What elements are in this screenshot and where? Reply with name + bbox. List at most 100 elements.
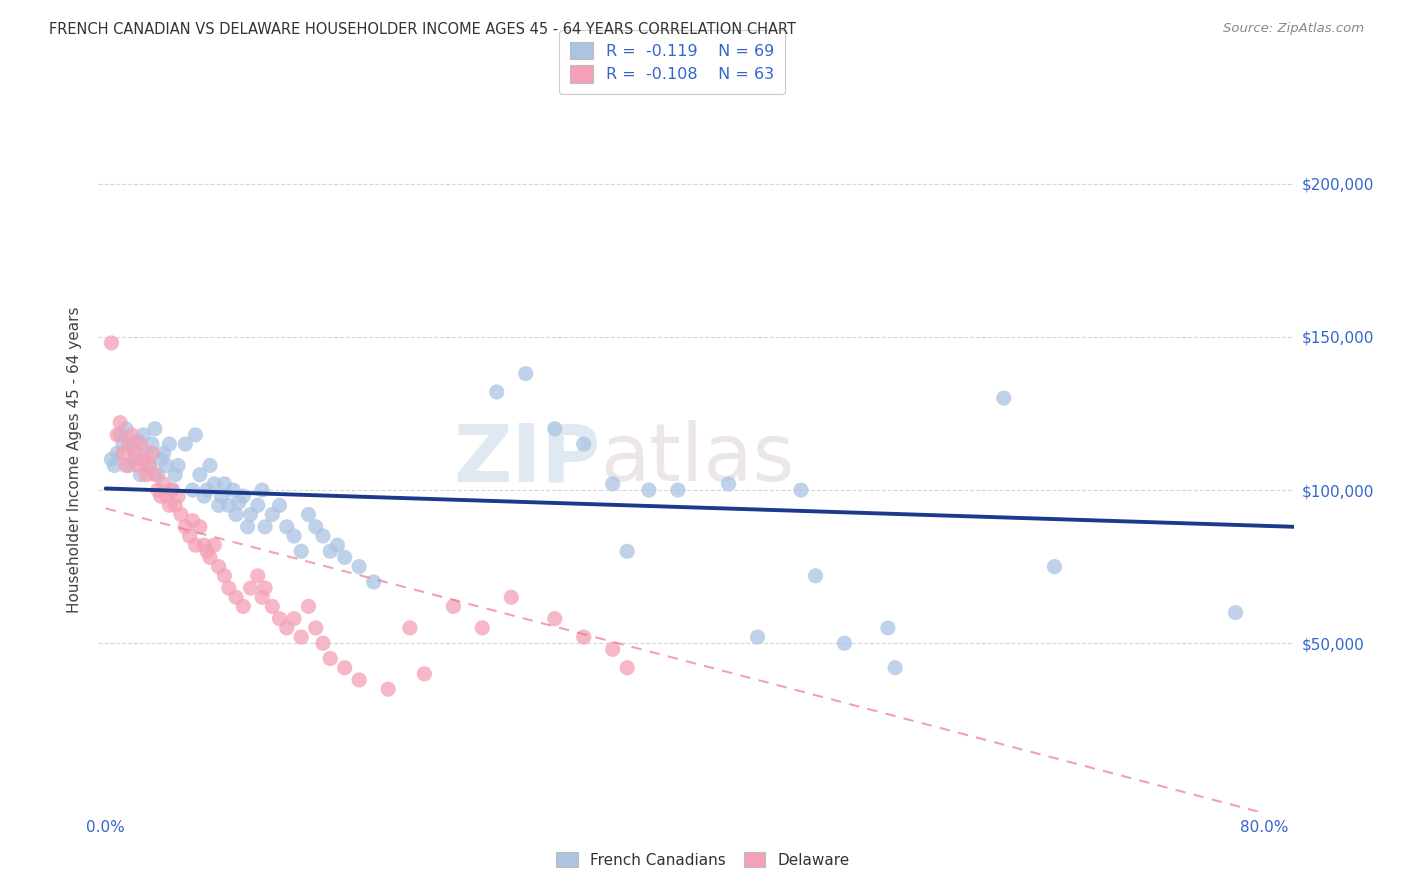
Point (124, 452, 146, 467)
Point (312, 636, 335, 650)
Point (174, 520, 197, 534)
Point (149, 452, 172, 467)
Point (305, 520, 328, 534)
Point (121, 440, 143, 454)
Point (222, 483, 245, 497)
Point (115, 422, 138, 436)
Point (804, 569, 827, 583)
Text: FRENCH CANADIAN VS DELAWARE HOUSEHOLDER INCOME AGES 45 - 64 YEARS CORRELATION CH: FRENCH CANADIAN VS DELAWARE HOUSEHOLDER … (49, 22, 796, 37)
Point (347, 559, 370, 574)
Point (174, 437, 197, 451)
Point (515, 367, 537, 381)
Point (149, 489, 172, 503)
Point (544, 422, 567, 436)
Point (146, 467, 169, 482)
Point (211, 489, 233, 503)
Point (283, 612, 305, 626)
Point (333, 550, 356, 565)
Point (155, 489, 177, 503)
Point (100, 335, 122, 350)
Point (993, 391, 1015, 405)
Point (138, 458, 160, 473)
Point (602, 642, 624, 657)
Point (239, 581, 262, 595)
Point (232, 489, 254, 503)
Point (262, 508, 284, 522)
Point (297, 508, 319, 522)
Point (162, 483, 184, 497)
Point (198, 458, 221, 473)
Point (246, 499, 269, 513)
Point (167, 458, 190, 473)
Point (181, 514, 204, 528)
Point (225, 591, 247, 605)
Point (214, 569, 236, 583)
Point (157, 437, 180, 451)
Point (246, 569, 269, 583)
Point (471, 621, 494, 635)
Point (157, 499, 180, 513)
Point (146, 483, 169, 497)
Point (118, 458, 141, 473)
Point (1225, 606, 1247, 620)
Point (239, 508, 262, 522)
Point (112, 437, 135, 451)
Point (138, 458, 160, 473)
Legend: R =  -0.119    N = 69, R =  -0.108    N = 63: R = -0.119 N = 69, R = -0.108 N = 63 (560, 30, 785, 94)
Point (165, 467, 187, 482)
Point (602, 476, 624, 491)
Point (253, 520, 276, 534)
Point (326, 538, 349, 552)
Point (108, 428, 131, 442)
Point (129, 437, 152, 451)
Point (165, 499, 187, 513)
Point (218, 499, 240, 513)
Point (253, 581, 276, 595)
Point (747, 630, 769, 644)
Point (616, 544, 638, 558)
Point (135, 446, 157, 460)
Point (544, 612, 567, 626)
Point (276, 520, 298, 534)
Point (572, 630, 595, 644)
Point (501, 591, 523, 605)
Point (305, 621, 328, 635)
Point (208, 559, 231, 574)
Point (225, 508, 247, 522)
Point (121, 428, 143, 442)
Point (127, 434, 149, 448)
Point (250, 591, 273, 605)
Point (262, 599, 284, 614)
Point (297, 599, 319, 614)
Point (884, 661, 907, 675)
Point (347, 673, 370, 687)
Point (290, 630, 312, 644)
Point (333, 661, 356, 675)
Point (290, 544, 312, 558)
Point (129, 467, 152, 482)
Point (638, 483, 661, 497)
Point (127, 458, 149, 473)
Point (363, 574, 385, 589)
Point (236, 520, 259, 534)
Point (441, 599, 464, 614)
Point (877, 621, 900, 635)
Point (790, 483, 813, 497)
Point (143, 422, 166, 436)
Point (155, 458, 177, 473)
Point (377, 682, 399, 697)
Point (319, 651, 342, 665)
Point (184, 538, 207, 552)
Point (170, 508, 193, 522)
Point (143, 467, 166, 482)
Point (202, 476, 225, 491)
Point (141, 446, 163, 460)
Point (834, 636, 856, 650)
Point (152, 446, 174, 460)
Point (312, 529, 335, 543)
Text: Source: ZipAtlas.com: Source: ZipAtlas.com (1223, 22, 1364, 36)
Point (195, 544, 218, 558)
Point (269, 499, 291, 513)
Text: atlas: atlas (600, 420, 794, 499)
Point (124, 446, 146, 460)
